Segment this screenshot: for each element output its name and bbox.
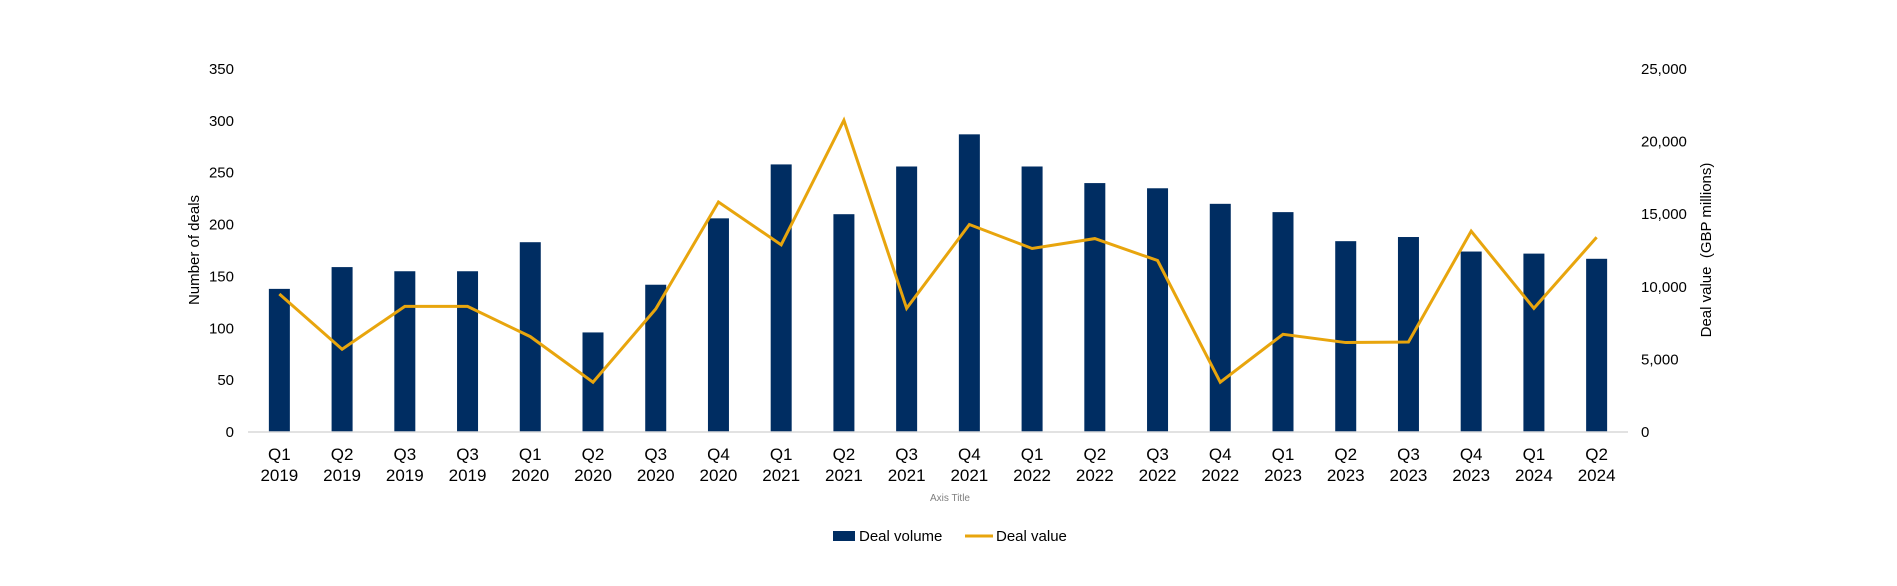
category-label: Q1 2020 bbox=[511, 445, 549, 485]
legend-swatch-deal-volume bbox=[833, 531, 855, 541]
bar-11 bbox=[958, 134, 980, 432]
category-label: Q3 2019 bbox=[386, 445, 424, 485]
left-tick-label: 0 bbox=[226, 424, 234, 441]
bar-19 bbox=[1460, 251, 1482, 432]
x-axis-title: Axis Title bbox=[930, 493, 970, 504]
legend-label-deal-volume: Deal volume bbox=[859, 528, 942, 545]
category-label: Q4 2023 bbox=[1452, 445, 1490, 485]
left-tick-label: 350 bbox=[209, 61, 234, 78]
bar-2 bbox=[394, 271, 416, 432]
bar-13 bbox=[1084, 183, 1106, 432]
category-label: Q4 2021 bbox=[950, 445, 988, 485]
deal-value-line bbox=[278, 116, 1598, 385]
category-label: Q2 2020 bbox=[574, 445, 612, 485]
bar-12 bbox=[1021, 166, 1043, 432]
legend-label-deal-value: Deal value bbox=[996, 528, 1067, 545]
left-tick-label: 200 bbox=[209, 217, 234, 234]
bar-17 bbox=[1335, 241, 1357, 432]
right-axis-title: Deal value (GBP millions) bbox=[1698, 163, 1715, 338]
category-label: Q1 2022 bbox=[1013, 445, 1051, 485]
category-label: Q2 2023 bbox=[1327, 445, 1365, 485]
bar-15 bbox=[1209, 203, 1231, 432]
left-axis-ticks: 0 50 100 150 200 250 300 350 bbox=[209, 61, 234, 441]
bar-8 bbox=[770, 164, 792, 432]
right-tick-label: 5,000 bbox=[1641, 351, 1679, 368]
right-tick-label: 25,000 bbox=[1641, 61, 1687, 78]
category-label: Q2 2024 bbox=[1578, 445, 1616, 485]
bar-18 bbox=[1397, 237, 1419, 432]
category-label: Q1 2023 bbox=[1264, 445, 1302, 485]
category-label: Q3 2019 bbox=[449, 445, 487, 485]
bar-series-deal-volume bbox=[268, 134, 1608, 432]
category-label: Q1 2021 bbox=[762, 445, 800, 485]
right-tick-label: 0 bbox=[1641, 424, 1649, 441]
bar-3 bbox=[457, 271, 479, 432]
left-tick-label: 300 bbox=[209, 113, 234, 130]
right-tick-label: 10,000 bbox=[1641, 279, 1687, 296]
category-label: Q4 2020 bbox=[700, 445, 738, 485]
category-label: Q2 2019 bbox=[323, 445, 361, 485]
right-axis-ticks: 0 5,000 10,000 15,000 20,000 25,000 bbox=[1641, 61, 1687, 441]
category-label: Q3 2021 bbox=[888, 445, 926, 485]
bar-16 bbox=[1272, 212, 1294, 432]
legend: Deal volume Deal value bbox=[833, 528, 1067, 545]
category-label: Q3 2020 bbox=[637, 445, 675, 485]
bar-9 bbox=[833, 214, 855, 432]
category-label: Q2 2022 bbox=[1076, 445, 1114, 485]
left-tick-label: 150 bbox=[209, 268, 234, 285]
left-axis-title: Number of deals bbox=[186, 195, 203, 305]
category-label: Q1 2019 bbox=[260, 445, 298, 485]
bar-6 bbox=[645, 284, 667, 432]
left-tick-label: 250 bbox=[209, 165, 234, 182]
bar-20 bbox=[1523, 253, 1545, 432]
category-label: Q4 2022 bbox=[1201, 445, 1239, 485]
left-tick-label: 100 bbox=[209, 320, 234, 337]
category-axis-ticks: Q1 2019 Q2 2019 Q3 2019 Q3 2019 Q1 2020 Q2 2020 Q3 20… bbox=[260, 445, 1615, 485]
bar-10 bbox=[896, 166, 918, 432]
bar-7 bbox=[707, 218, 729, 432]
category-label: Q3 2023 bbox=[1390, 445, 1428, 485]
category-label: Q1 2024 bbox=[1515, 445, 1553, 485]
bar-14 bbox=[1147, 188, 1169, 432]
line-series-deal-value bbox=[278, 116, 1598, 385]
category-label: Q3 2022 bbox=[1139, 445, 1177, 485]
left-tick-label: 50 bbox=[217, 372, 234, 389]
right-tick-label: 20,000 bbox=[1641, 134, 1687, 151]
right-tick-label: 15,000 bbox=[1641, 206, 1687, 223]
bar-0 bbox=[268, 288, 290, 432]
bar-21 bbox=[1586, 258, 1608, 432]
category-label: Q2 2021 bbox=[825, 445, 863, 485]
